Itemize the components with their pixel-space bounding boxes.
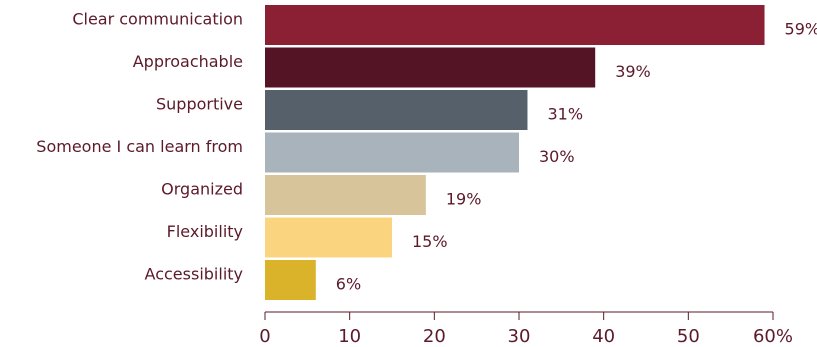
x-tick-label: 50	[677, 326, 700, 347]
bar	[265, 175, 426, 215]
x-tick-label: 40	[592, 326, 615, 347]
value-label: 39%	[615, 62, 651, 81]
category-label: Accessibility	[145, 265, 243, 284]
bar	[265, 260, 316, 300]
bar	[265, 47, 596, 88]
value-label: 19%	[446, 190, 482, 209]
category-label: Organized	[161, 180, 243, 199]
x-tick-label: 0	[259, 326, 270, 347]
x-tick-label: 20	[423, 326, 446, 347]
category-label: Clear communication	[72, 10, 243, 29]
bar	[265, 217, 392, 258]
x-tick-label: 30	[508, 326, 531, 347]
category-label: Flexibility	[167, 222, 243, 241]
bar	[265, 90, 528, 130]
x-tick-label: 60%	[753, 326, 793, 347]
value-label: 15%	[412, 232, 448, 251]
value-label: 31%	[547, 105, 583, 124]
value-label: 30%	[539, 147, 575, 166]
bar	[265, 132, 519, 173]
category-label: Supportive	[156, 95, 243, 114]
category-label: Someone I can learn from	[36, 137, 243, 156]
bar	[265, 5, 765, 45]
category-label: Approachable	[133, 52, 243, 71]
x-tick-label: 10	[338, 326, 361, 347]
value-label: 6%	[336, 275, 361, 294]
value-label: 59%	[785, 20, 817, 39]
